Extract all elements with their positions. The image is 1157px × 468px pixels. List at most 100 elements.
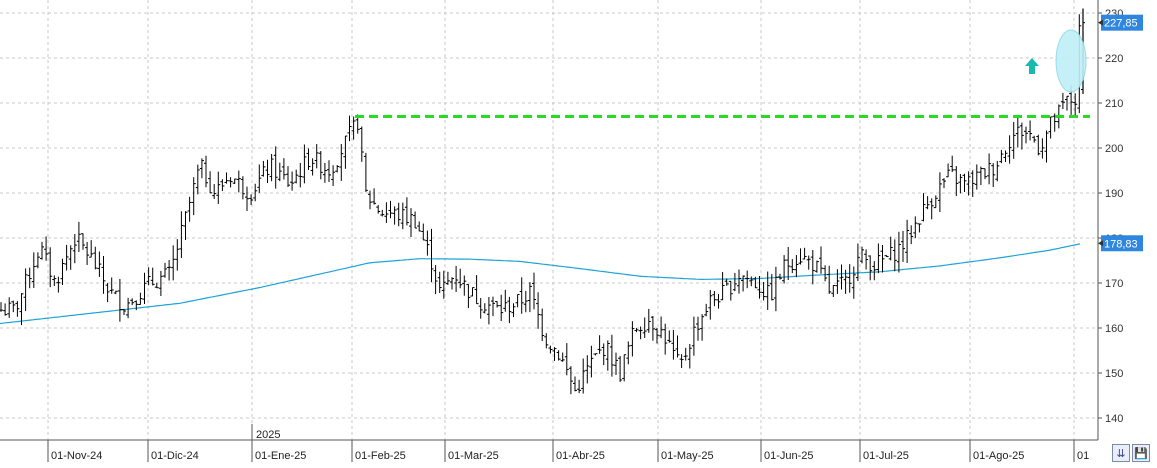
price-bar — [683, 347, 688, 361]
price-bar — [380, 209, 385, 217]
price-bar — [314, 144, 319, 169]
price-bar — [527, 282, 532, 313]
price-bar — [544, 333, 549, 349]
collapse-chevron-icon[interactable]: ⇊ — [1112, 444, 1130, 462]
price-bar — [970, 170, 975, 197]
price-bar — [999, 149, 1004, 164]
price-bar — [240, 176, 245, 200]
price-bar — [860, 246, 864, 264]
price-bar — [167, 260, 172, 281]
price-bar — [56, 276, 61, 293]
price-bar — [204, 155, 208, 188]
price-bar — [778, 273, 782, 280]
price-bar — [441, 270, 446, 299]
x-tick-label: 01-Ene-25 — [255, 450, 306, 462]
price-bar — [540, 308, 545, 341]
price-bar — [109, 277, 114, 294]
price-bar — [302, 144, 307, 184]
price-bar — [946, 163, 951, 178]
y-tick-label: 210 — [1105, 98, 1123, 110]
price-bar — [806, 255, 811, 270]
price-bar — [429, 228, 434, 283]
moving-average-tag: 178,83 — [1098, 235, 1143, 252]
price-bar — [417, 221, 422, 232]
price-bar — [851, 266, 856, 299]
price-bar — [552, 347, 557, 361]
price-bar — [343, 135, 348, 169]
price-bar — [609, 334, 614, 377]
price-bar — [921, 193, 926, 222]
price-bar — [7, 297, 12, 318]
price-bar — [819, 246, 823, 274]
price-bar — [52, 275, 57, 286]
price-bar — [536, 292, 541, 329]
price-bar — [257, 164, 262, 193]
price-bar — [409, 208, 413, 237]
price-bar — [142, 272, 147, 304]
price-bar — [601, 343, 606, 366]
price-bar — [376, 205, 381, 214]
price-bar — [396, 202, 401, 227]
price-bar — [720, 272, 725, 301]
price-bar — [712, 291, 717, 307]
y-tick-label: 200 — [1105, 143, 1123, 155]
price-bar — [1019, 122, 1024, 150]
price-bar — [577, 379, 582, 394]
price-bar — [158, 270, 163, 297]
price-bar — [392, 206, 397, 225]
price-bar — [929, 198, 934, 220]
price-bar — [68, 245, 73, 270]
price-bar — [183, 211, 188, 241]
price-bar — [523, 290, 528, 313]
price-bar — [691, 316, 696, 356]
price-bar — [199, 158, 204, 179]
price-bar — [265, 159, 270, 184]
y-tick-label: 190 — [1105, 188, 1123, 200]
price-bar — [753, 276, 758, 289]
price-bar — [503, 289, 508, 312]
price-bar — [519, 277, 524, 314]
price-bar — [638, 326, 643, 340]
price-bar — [663, 323, 668, 355]
price-bar — [19, 293, 24, 326]
price-bar — [872, 261, 877, 281]
price-bar — [675, 335, 680, 358]
price-bar — [614, 352, 618, 376]
annotations — [355, 29, 1090, 118]
price-bar — [888, 236, 893, 261]
price-bar — [937, 172, 942, 213]
price-bar — [253, 183, 258, 202]
price-bar — [113, 290, 118, 295]
price-bar — [573, 376, 577, 392]
price-bar — [454, 265, 459, 292]
price-bar — [171, 245, 176, 281]
price-bar — [359, 126, 364, 162]
up-arrow-icon — [1025, 58, 1039, 74]
moving-average — [0, 243, 1081, 325]
save-disk-icon[interactable]: 💾 — [1132, 444, 1150, 462]
price-bar — [1065, 95, 1069, 111]
price-bar — [384, 202, 389, 223]
price-bar — [782, 255, 787, 284]
price-bar — [433, 265, 438, 295]
x-tick-label: 01-Feb-25 — [355, 450, 406, 462]
price-bar — [363, 152, 368, 193]
price-bar — [261, 160, 266, 177]
y-axis: 140150160170180190200210220230227,85178,… — [1097, 0, 1143, 440]
price-bar — [659, 316, 664, 339]
price-bar — [843, 269, 848, 294]
price-bar — [72, 234, 77, 264]
price-bar — [228, 177, 233, 188]
price-bar — [60, 258, 65, 285]
price-bar — [486, 296, 491, 325]
price-bar — [901, 231, 905, 262]
price-bar — [950, 155, 955, 172]
price-bar — [593, 353, 598, 356]
price-bar — [831, 284, 836, 298]
price-bar — [298, 162, 303, 188]
price-bar — [81, 233, 85, 250]
price-bar — [495, 301, 500, 308]
price-bar — [425, 230, 430, 256]
price-bar — [101, 256, 106, 294]
price-bar — [896, 231, 901, 273]
